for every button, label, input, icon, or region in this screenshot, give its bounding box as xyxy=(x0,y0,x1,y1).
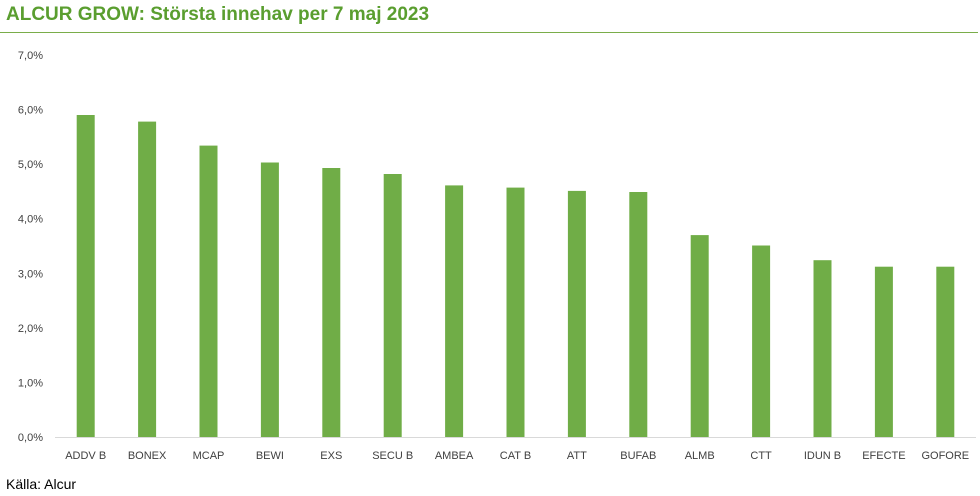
x-tick-label: AMBEA xyxy=(435,450,474,462)
x-axis: ADDV B BONEX MCAP BEWI EXS SECU B AMBEA CAT B AT… xyxy=(65,450,969,462)
y-tick-label: 0,0% xyxy=(18,432,43,444)
x-tick-label: CTT xyxy=(750,450,772,462)
y-tick-label: 5,0% xyxy=(18,159,43,171)
y-tick-label: 3,0% xyxy=(18,268,43,280)
x-tick-label: EFECTE xyxy=(862,450,905,462)
bar xyxy=(138,121,157,437)
y-tick-label: 1,0% xyxy=(18,377,43,389)
y-axis: 0,0% 1,0% 2,0% 3,0% 4,0% 5,0% 6,0% 7,0% xyxy=(18,50,43,444)
y-tick-label: 4,0% xyxy=(18,214,43,226)
x-tick-label: IDUN B xyxy=(804,450,841,462)
x-tick-label: BONEX xyxy=(128,450,167,462)
x-tick-label: EXS xyxy=(320,450,342,462)
bar xyxy=(567,190,586,437)
y-tick-label: 2,0% xyxy=(18,323,43,335)
bar xyxy=(383,174,402,437)
bar xyxy=(690,235,709,437)
x-tick-label: SECU B xyxy=(372,450,413,462)
bar-chart: 0,0% 1,0% 2,0% 3,0% 4,0% 5,0% 6,0% 7,0% ADDV B B… xyxy=(18,50,976,462)
bar xyxy=(445,185,464,437)
x-tick-label: GOFORE xyxy=(921,450,969,462)
bar xyxy=(629,192,648,437)
bar xyxy=(813,260,832,437)
bar xyxy=(752,245,771,437)
y-tick-label: 7,0% xyxy=(18,50,43,62)
chart-title: ALCUR GROW: Största innehav per 7 maj 20… xyxy=(6,4,430,25)
bar xyxy=(936,266,955,437)
x-tick-label: ALMB xyxy=(685,450,715,462)
x-tick-label: CAT B xyxy=(500,450,531,462)
x-tick-label: ADDV B xyxy=(65,450,106,462)
x-tick-label: BEWI xyxy=(256,450,284,462)
source-note: Källa: Alcur xyxy=(6,476,77,492)
bar xyxy=(506,187,525,437)
x-tick-label: ATT xyxy=(567,450,587,462)
bar xyxy=(322,168,341,437)
bars xyxy=(76,115,955,437)
bar xyxy=(874,266,893,437)
bar xyxy=(76,115,95,437)
x-tick-label: BUFAB xyxy=(620,450,656,462)
x-tick-label: MCAP xyxy=(193,450,225,462)
bar xyxy=(260,162,279,437)
bar xyxy=(199,145,218,437)
y-tick-label: 6,0% xyxy=(18,105,43,117)
title-divider xyxy=(0,32,978,33)
